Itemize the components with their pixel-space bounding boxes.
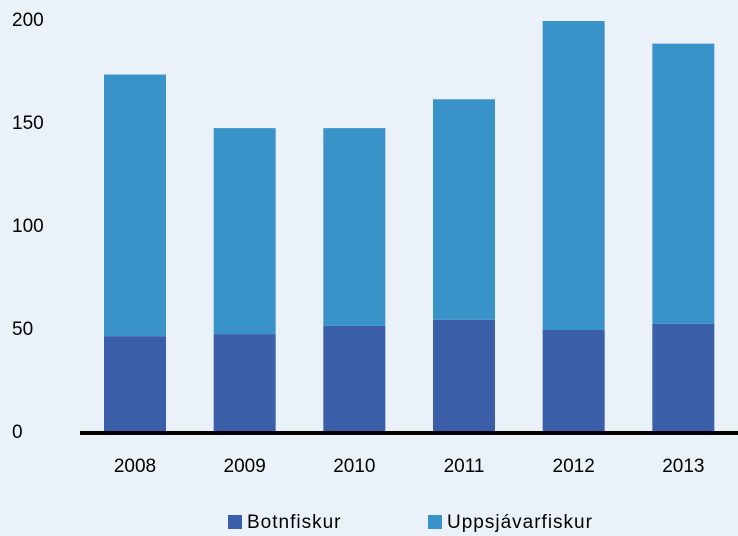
legend-label: Botnfiskur [247,512,341,533]
y-tick-label: 50 [12,319,33,340]
x-tick-label: 2010 [333,456,375,477]
x-tick-label: 2008 [114,456,156,477]
bar-segment [542,330,605,433]
bar-segment [104,74,166,337]
x-tick-label: 2011 [444,456,485,477]
bar-segment [433,319,495,433]
bar-segment [652,323,715,433]
y-tick-label: 100 [12,216,44,237]
legend-swatch [428,515,442,529]
bar-segment [323,325,386,433]
bar-segment [323,128,386,326]
y-tick-label: 0 [12,422,23,443]
y-tick-label: 200 [12,10,44,31]
bar-segment [652,43,715,324]
legend-label: Uppsjávarfiskur [447,512,593,533]
bar-segment [213,128,276,335]
bar-segment [213,334,276,433]
bar-segment [433,99,495,320]
bar-segment [542,21,605,330]
y-tick-label: 150 [12,113,44,134]
x-tick-label: 2012 [553,456,595,477]
bar-segment [104,336,166,433]
x-tick-label: 2009 [224,456,266,477]
legend-swatch [228,515,242,529]
x-tick-label: 2013 [662,456,704,477]
